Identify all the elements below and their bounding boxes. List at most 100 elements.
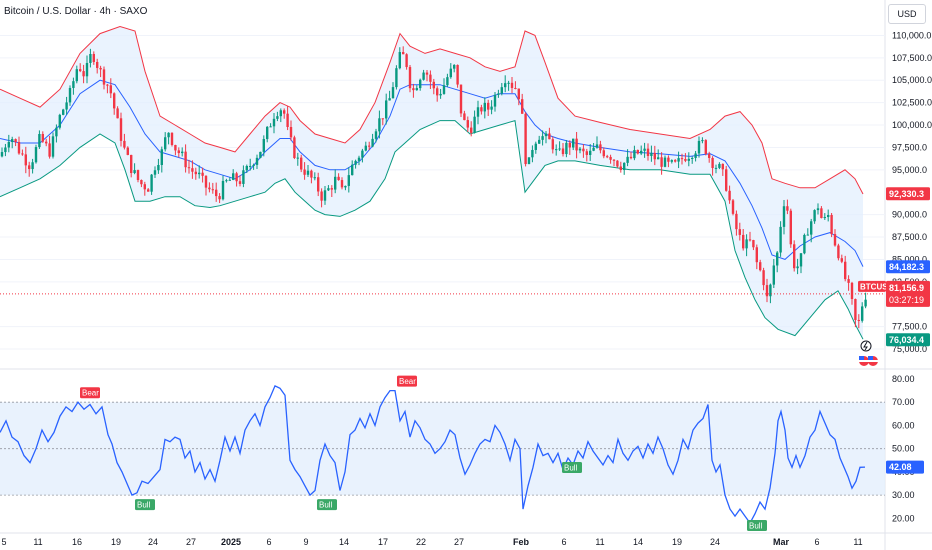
candle-body <box>116 108 119 119</box>
signal-label-bg <box>562 461 582 473</box>
candle-body <box>385 100 388 119</box>
candle <box>599 140 602 154</box>
candle <box>72 77 75 95</box>
candle <box>106 83 109 94</box>
candle-body <box>34 147 38 163</box>
candle <box>170 132 174 147</box>
candle-body <box>327 188 330 191</box>
candle <box>334 169 337 194</box>
candle <box>663 155 667 168</box>
candle-body <box>490 106 493 110</box>
candle <box>595 136 599 149</box>
candle <box>119 112 123 147</box>
candle <box>68 85 72 106</box>
candle <box>473 110 476 134</box>
candle-body <box>789 210 792 245</box>
candle-body <box>252 164 255 166</box>
candle <box>551 136 554 154</box>
candle <box>255 154 259 170</box>
rsi-line <box>0 385 866 525</box>
candle <box>752 239 755 251</box>
candle <box>827 209 830 222</box>
candle <box>330 185 333 198</box>
candle <box>17 136 21 155</box>
candle-body <box>776 252 779 266</box>
candle <box>714 164 718 174</box>
candle <box>354 159 357 169</box>
candle-body <box>786 206 789 211</box>
candle-body <box>293 137 296 159</box>
candle-body <box>398 52 401 69</box>
candle-body <box>527 157 531 165</box>
candle <box>408 64 412 93</box>
candle-body <box>725 169 728 191</box>
candle <box>412 83 415 98</box>
candle <box>442 78 446 95</box>
candle <box>772 259 775 289</box>
candle-body <box>558 148 561 150</box>
candle <box>204 175 208 196</box>
time-axis-tick: 24 <box>148 537 158 547</box>
signal-label-bg <box>397 375 417 387</box>
candle <box>616 160 619 168</box>
candle <box>667 155 670 168</box>
candle-body <box>473 116 476 133</box>
currency-button[interactable]: USD <box>888 4 926 24</box>
candle <box>704 139 707 156</box>
candle-body <box>89 53 92 63</box>
candle <box>691 156 694 164</box>
candle <box>483 97 486 119</box>
candle <box>323 186 327 205</box>
candle <box>415 85 418 91</box>
candle <box>344 185 347 191</box>
candle <box>459 84 463 118</box>
price-axis-tick: 87,500.0 <box>892 232 927 242</box>
candle <box>779 221 782 257</box>
candle-body <box>323 190 327 201</box>
candle <box>82 64 85 84</box>
candle <box>796 258 799 275</box>
candle-body <box>242 170 245 184</box>
candle-body <box>41 134 44 142</box>
candle-body <box>742 234 745 249</box>
symbol-title[interactable]: Bitcoin / U.S. Dollar · 4h · SAXO <box>4 6 148 17</box>
candle-body <box>347 175 350 186</box>
candle <box>823 213 826 220</box>
candle <box>643 142 646 158</box>
lower-band-price-label-bg <box>886 333 930 347</box>
candle-body <box>650 152 653 156</box>
candle-body <box>102 69 106 85</box>
candle <box>238 175 242 187</box>
us-flag-icon-canton <box>859 356 864 360</box>
candles <box>0 46 867 329</box>
candle-body <box>374 131 378 139</box>
candle-body <box>51 136 55 157</box>
candle-body <box>521 99 524 114</box>
price-axis-tick: 107,500.0 <box>892 53 932 63</box>
candle-body <box>837 245 840 259</box>
candle-body <box>133 170 136 174</box>
candle-body <box>833 234 837 246</box>
candle <box>357 155 361 166</box>
candle <box>572 138 575 151</box>
candle <box>633 145 636 161</box>
candle-body <box>847 279 850 283</box>
rsi-axis-tick: 70.00 <box>892 397 915 407</box>
candle-body <box>79 69 82 72</box>
candle <box>561 143 565 157</box>
time-axis-tick: 19 <box>672 537 682 547</box>
candle-body <box>99 67 102 70</box>
candle <box>799 253 803 274</box>
candle <box>864 292 867 309</box>
candle <box>534 141 537 154</box>
candle <box>279 108 282 123</box>
bollinger-upper-line <box>0 25 864 195</box>
us-flag-icon <box>859 356 869 366</box>
bull-signal-label: Bull <box>562 461 582 473</box>
candle <box>589 144 592 161</box>
candle <box>521 93 524 114</box>
price-axis-tick: 85,000.0 <box>892 254 927 264</box>
candle <box>861 302 864 323</box>
candle-body <box>854 299 857 320</box>
